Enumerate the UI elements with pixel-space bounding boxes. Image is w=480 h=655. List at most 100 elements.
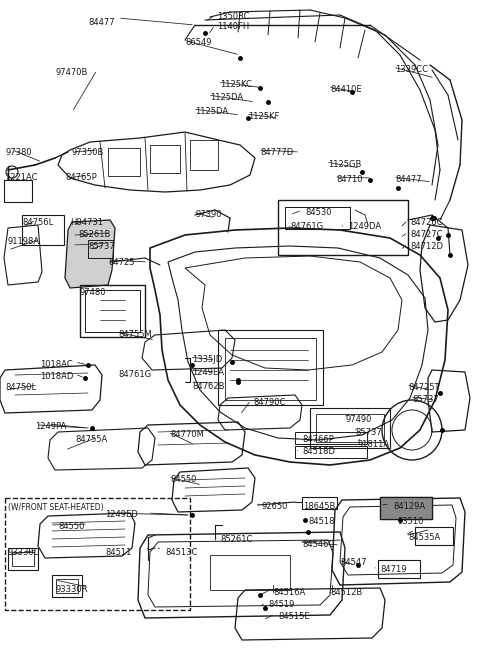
Bar [380, 497, 432, 519]
Text: 84129A: 84129A [393, 502, 425, 511]
Text: 84512B: 84512B [330, 588, 362, 597]
Text: (W/FRONT SEAT-HEATED): (W/FRONT SEAT-HEATED) [8, 503, 104, 512]
Text: 84550: 84550 [58, 522, 84, 531]
Text: 84477: 84477 [395, 175, 421, 184]
Text: 1125GB: 1125GB [328, 160, 361, 169]
Bar [85, 290, 140, 332]
Text: 84761G: 84761G [290, 222, 323, 231]
Bar [295, 432, 367, 444]
Text: 1125DA: 1125DA [195, 107, 228, 116]
Text: 1249ED: 1249ED [105, 510, 138, 519]
Bar [295, 446, 367, 458]
Text: 1249DA: 1249DA [348, 222, 381, 231]
Text: 84535A: 84535A [408, 533, 440, 542]
Text: 84515E: 84515E [278, 612, 310, 621]
Bar [12, 552, 34, 566]
Bar [22, 215, 64, 245]
Bar [225, 338, 316, 400]
Text: 97490: 97490 [345, 415, 372, 424]
Text: 84750L: 84750L [5, 383, 36, 392]
Text: 84725T: 84725T [408, 383, 440, 392]
Text: 84530: 84530 [305, 208, 332, 217]
Text: H84731: H84731 [70, 218, 103, 227]
Text: 1339CC: 1339CC [395, 65, 428, 74]
Text: 84511: 84511 [105, 548, 132, 557]
Text: 1350RC: 1350RC [217, 12, 250, 21]
Text: 93330L: 93330L [8, 548, 39, 557]
Text: 84727C: 84727C [410, 230, 443, 239]
Bar [285, 207, 350, 229]
Text: 84550: 84550 [170, 475, 196, 484]
Text: 85261C: 85261C [220, 535, 252, 544]
Bar [302, 497, 337, 509]
Text: 97390: 97390 [195, 210, 221, 219]
Text: 91811A: 91811A [358, 440, 390, 449]
Bar [285, 207, 350, 229]
Text: 85737: 85737 [412, 395, 439, 404]
Bar [190, 140, 218, 170]
Text: 84770M: 84770M [170, 430, 204, 439]
Bar [80, 285, 145, 337]
Text: 84410E: 84410E [330, 85, 361, 94]
Text: 84762B: 84762B [192, 382, 225, 391]
Text: 84725: 84725 [108, 258, 134, 267]
Text: 86549: 86549 [185, 38, 212, 47]
Text: 84710: 84710 [336, 175, 362, 184]
Bar [316, 414, 384, 442]
Text: 97350B: 97350B [72, 148, 104, 157]
Bar [278, 200, 408, 255]
Text: 85261B: 85261B [78, 230, 110, 239]
Text: 1335JD: 1335JD [192, 355, 222, 364]
Bar [56, 579, 78, 593]
Text: 91198A: 91198A [8, 237, 40, 246]
Bar [310, 408, 390, 448]
Bar [378, 560, 420, 578]
Text: 84765P: 84765P [65, 173, 97, 182]
Bar [415, 527, 453, 545]
Text: 84755A: 84755A [75, 435, 107, 444]
Text: 84719: 84719 [380, 565, 407, 574]
Bar [218, 330, 323, 405]
Text: 93510: 93510 [398, 517, 424, 526]
Text: 84761G: 84761G [118, 370, 151, 379]
Text: 85737: 85737 [88, 242, 115, 251]
Text: 85737: 85737 [355, 428, 382, 437]
Text: 84777D: 84777D [260, 148, 293, 157]
Text: 1125KC: 1125KC [220, 80, 252, 89]
Text: 1125DA: 1125DA [210, 93, 243, 102]
Text: 84477: 84477 [88, 18, 115, 27]
Text: 1140FH: 1140FH [217, 22, 249, 31]
Bar [8, 548, 38, 570]
Text: 1249EA: 1249EA [192, 368, 224, 377]
Text: 1249PA: 1249PA [35, 422, 66, 431]
Bar [4, 180, 32, 202]
Bar [210, 555, 290, 590]
Text: 1018AD: 1018AD [40, 372, 73, 381]
Text: 97380: 97380 [5, 148, 32, 157]
Text: 84790C: 84790C [253, 398, 286, 407]
Text: 84766P: 84766P [302, 435, 334, 444]
Text: 84519: 84519 [268, 600, 294, 609]
Text: 84726C: 84726C [410, 218, 443, 227]
Text: 84516A: 84516A [273, 588, 305, 597]
Text: 97480: 97480 [80, 288, 107, 297]
Text: 1221AC: 1221AC [5, 173, 37, 182]
Bar [108, 148, 140, 176]
Text: 84546C: 84546C [302, 540, 335, 549]
Polygon shape [65, 220, 115, 288]
Bar [52, 575, 82, 597]
Bar [5, 498, 190, 610]
Text: 84513C: 84513C [165, 548, 197, 557]
Text: 84712D: 84712D [410, 242, 443, 251]
Text: 92650: 92650 [262, 502, 288, 511]
Text: 1125KF: 1125KF [248, 112, 279, 121]
Text: 93330R: 93330R [55, 585, 87, 594]
Text: 84755M: 84755M [118, 330, 152, 339]
Text: 84756L: 84756L [22, 218, 53, 227]
Text: 1018AC: 1018AC [40, 360, 72, 369]
Text: 84547: 84547 [340, 558, 367, 567]
Bar [150, 145, 180, 173]
Text: 97470B: 97470B [55, 68, 87, 77]
Text: 84518D: 84518D [302, 447, 335, 456]
Text: 18645B: 18645B [303, 502, 336, 511]
